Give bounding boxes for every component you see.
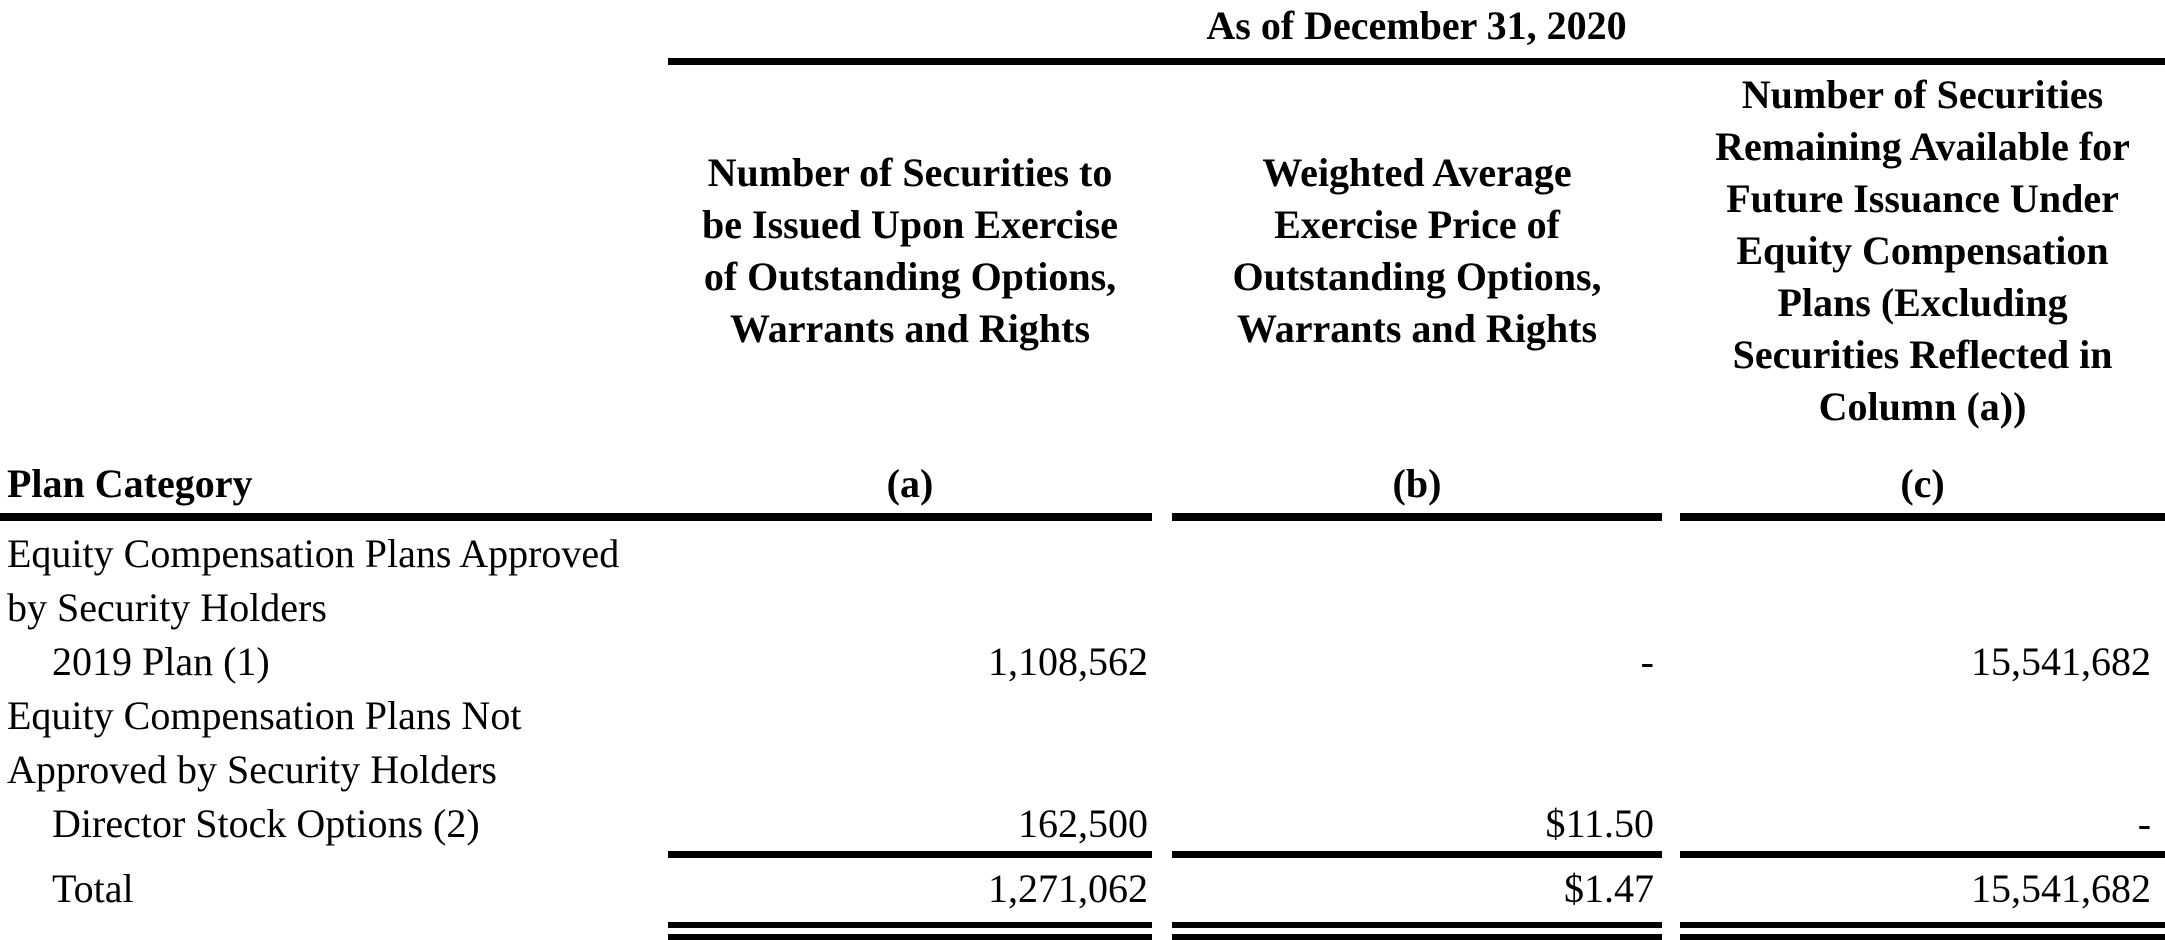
row-label: Equity Compensation Plans Not Approved b… [7, 693, 522, 792]
title-row-spacer [0, 0, 668, 65]
cell-b: - [1640, 639, 1654, 684]
cell-a [668, 689, 1152, 797]
row-label: Total [52, 866, 134, 911]
column-header-b: Weighted Average Exercise Price of Outst… [1232, 150, 1602, 351]
column-gap [1662, 65, 1680, 437]
cell-c: - [1680, 797, 2165, 858]
column-gap [1152, 858, 1172, 940]
cell-c [1680, 689, 2165, 797]
column-gap [1662, 437, 1680, 521]
row-label: 2019 Plan (1) [52, 639, 270, 684]
column-header-a: Number of Securities to be Issued Upon E… [702, 150, 1118, 351]
column-letter-b: (b) [1172, 437, 1662, 521]
column-gap [1152, 689, 1172, 797]
cell-c: 15,541,682 [1971, 639, 2152, 684]
cell-a: 162,500 [668, 797, 1152, 858]
column-headers-row: Number of Securities to be Issued Upon E… [0, 65, 2165, 437]
table-title: As of December 31, 2020 [668, 0, 2165, 65]
column-gap [1662, 689, 1680, 797]
column-gap [1152, 65, 1172, 437]
header-row-spacer [0, 65, 668, 437]
table-row-plans-approved: Equity Compensation Plans Approved by Se… [0, 521, 2165, 635]
plan-category-label: Plan Category [0, 437, 668, 521]
table-row-2019-plan: 2019 Plan (1) 1,108,562 - 15,541,682 [0, 635, 2165, 689]
cell-b [1172, 521, 1662, 635]
column-gap [1152, 797, 1172, 858]
table-row-director-stock-options: Director Stock Options (2) 162,500 $11.5… [0, 797, 2165, 858]
column-gap [1152, 437, 1172, 521]
cell-b: $11.50 [1172, 797, 1662, 858]
cell-b: $1.47 [1172, 858, 1662, 940]
column-gap [1152, 521, 1172, 635]
column-gap [1662, 521, 1680, 635]
column-gap [1662, 635, 1680, 689]
cell-a: 1,108,562 [988, 639, 1148, 684]
column-header-c: Number of Securities Remaining Available… [1715, 72, 2130, 429]
column-letters-row: Plan Category (a) (b) (c) [0, 437, 2165, 521]
column-letter-c: (c) [1680, 437, 2165, 521]
cell-c: 15,541,682 [1680, 858, 2165, 940]
column-letter-a: (a) [668, 437, 1152, 521]
cell-a [668, 521, 1152, 635]
cell-c [1680, 521, 2165, 635]
cell-a: 1,271,062 [668, 858, 1152, 940]
column-gap [1662, 858, 1680, 940]
table-row-plans-not-approved: Equity Compensation Plans Not Approved b… [0, 689, 2165, 797]
row-label: Director Stock Options (2) [52, 801, 480, 846]
column-gap [1662, 797, 1680, 858]
row-label: Equity Compensation Plans Approved by Se… [7, 531, 620, 630]
table-row-total: Total 1,271,062 $1.47 15,541,682 [0, 858, 2165, 940]
title-row: As of December 31, 2020 [0, 0, 2165, 65]
cell-b [1172, 689, 1662, 797]
column-gap [1152, 635, 1172, 689]
